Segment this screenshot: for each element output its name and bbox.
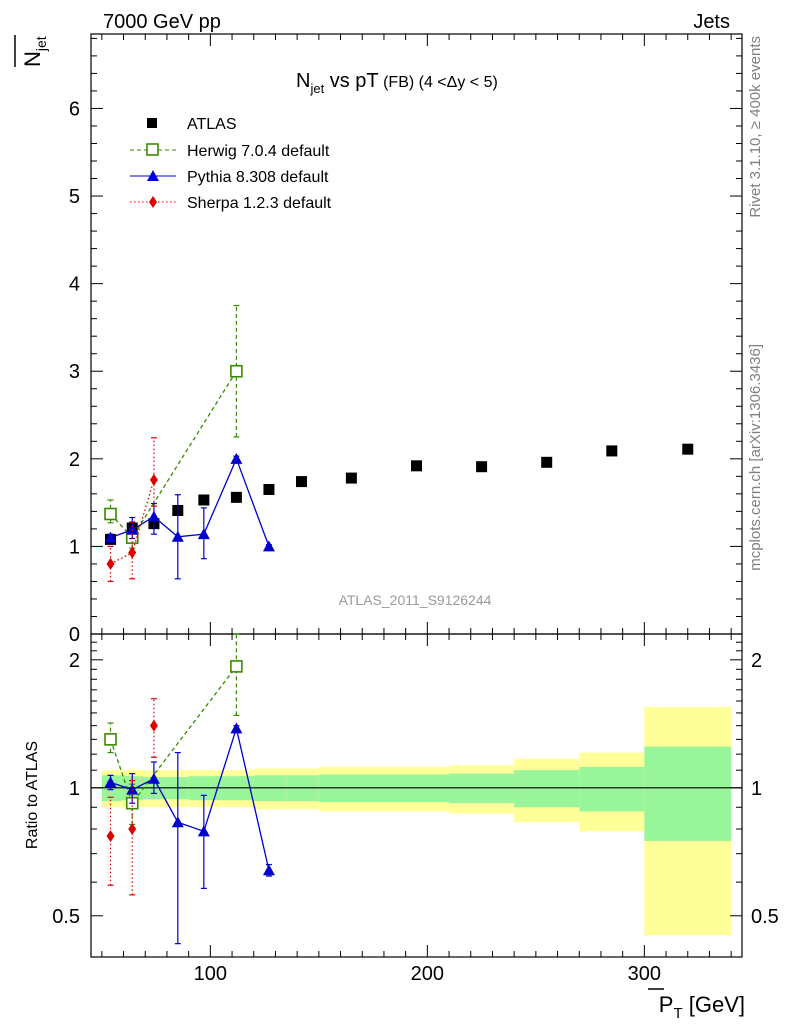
data-point-atlas — [476, 461, 488, 473]
ratio-point-sherpa — [149, 719, 158, 732]
ratio-point-sherpa — [128, 823, 137, 836]
xlabel-text: PT [GeV] — [659, 992, 745, 1022]
legend-label-sherpa: Sherpa 1.2.3 default — [187, 195, 332, 212]
ratio-plot-frame — [90, 633, 743, 958]
data-point-herwig — [104, 507, 117, 521]
data-point-atlas — [541, 456, 553, 468]
data-point-pythia — [197, 528, 210, 540]
legend-marker-herwig — [146, 143, 159, 156]
y-tick-label-ratio-left: 2 — [69, 650, 80, 672]
analysis-watermark: ATLAS_2011_S9126244 — [339, 592, 492, 608]
data-point-atlas — [411, 460, 422, 472]
ratio-band-inner — [644, 746, 732, 841]
y-tick-label-main: 2 — [69, 449, 80, 471]
y-tick-label-main: 4 — [69, 274, 80, 296]
data-point-atlas — [295, 476, 307, 488]
legend-marker-atlas — [147, 118, 157, 128]
data-point-pythia — [147, 510, 160, 522]
chart-title: Njet vs pT (FB) (4 <Δy < 5) — [296, 70, 498, 96]
ylabel-top-text: Njet — [20, 36, 49, 67]
ratio-point-pythia — [197, 825, 210, 837]
data-point-sherpa — [149, 473, 158, 486]
y-tick-label-main: 1 — [69, 536, 80, 558]
data-point-atlas — [263, 483, 275, 495]
y-tick-label-ratio-left: 0.5 — [52, 906, 80, 928]
y-tick-label-ratio-right: 0.5 — [751, 906, 779, 928]
ratio-point-sherpa — [106, 830, 115, 843]
y-tick-label-ratio-right: 2 — [751, 650, 762, 672]
data-point-sherpa — [128, 546, 137, 559]
ratio-point-pythia — [147, 772, 160, 784]
legend-marker-sherpa — [149, 196, 157, 208]
ratio-point-pythia — [104, 776, 117, 788]
legend-marker-pythia — [147, 170, 159, 181]
mcplots-label: mcplots.cern.ch [arXiv:1306.3436] — [747, 344, 764, 571]
x-tick-label: 300 — [628, 963, 661, 985]
y-tick-label-main: 3 — [69, 361, 80, 383]
y-tick-label-ratio-left: 1 — [69, 778, 80, 800]
ratio-point-pythia — [262, 864, 275, 876]
ratio-point-herwig — [104, 733, 117, 746]
data-point-atlas — [606, 445, 618, 457]
legend-label-herwig: Herwig 7.0.4 default — [187, 143, 330, 160]
y-tick-label-ratio-right: 1 — [751, 778, 762, 800]
ylabel-ratio: Ratio to ATLAS — [24, 741, 41, 849]
x-tick-label: 100 — [194, 963, 227, 985]
legend-label-pythia: Pythia 8.308 default — [187, 169, 329, 186]
header-right-label: Jets — [693, 11, 730, 33]
legend: ATLAS Herwig 7.0.4 default Pythia 8.308 … — [130, 116, 332, 212]
rivet-version-label: Rivet 3.1.10, ≥ 400k events — [747, 36, 764, 218]
xlabel: PT [GeV] — [648, 988, 745, 1022]
ratio-line-herwig — [109, 665, 237, 805]
data-point-atlas — [198, 494, 210, 506]
ratio-band-inner — [514, 770, 580, 808]
series-line-herwig — [110, 370, 237, 539]
legend-entry-herwig: Herwig 7.0.4 default — [130, 143, 330, 160]
data-point-atlas — [345, 472, 357, 484]
data-point-atlas — [230, 491, 242, 503]
legend-label-atlas: ATLAS — [187, 116, 237, 133]
data-point-pythia — [230, 452, 243, 464]
ratio-point-herwig — [230, 660, 243, 673]
data-point-sherpa — [106, 557, 115, 570]
legend-entry-sherpa: Sherpa 1.2.3 default — [130, 195, 332, 212]
ylabel-top: Njet — [14, 35, 49, 67]
data-point-pythia — [171, 530, 184, 542]
ratio-point-pythia — [230, 722, 243, 734]
y-tick-label-main: 0 — [69, 624, 80, 646]
ratio-point-pythia — [171, 816, 184, 828]
y-tick-label-main: 6 — [69, 98, 80, 120]
data-point-pythia — [104, 531, 117, 543]
ratio-point-pythia — [126, 783, 139, 795]
ratio-band-inner — [579, 766, 645, 812]
legend-entry-pythia: Pythia 8.308 default — [130, 169, 329, 186]
legend-entry-atlas: ATLAS — [147, 116, 237, 133]
data-point-pythia — [126, 523, 139, 535]
data-point-herwig — [230, 364, 243, 378]
y-tick-label-main: 5 — [69, 186, 80, 208]
x-tick-label: 200 — [411, 963, 444, 985]
data-point-atlas — [682, 443, 694, 455]
data-point-pythia — [262, 540, 275, 552]
header-left-label: 7000 GeV pp — [103, 11, 221, 33]
